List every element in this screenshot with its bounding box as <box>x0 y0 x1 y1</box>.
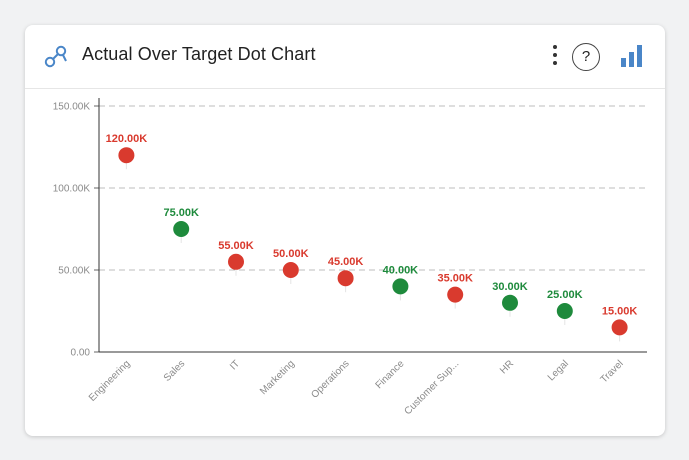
x-tick-label: Operations <box>309 358 351 400</box>
data-label: 50.00K <box>273 248 309 260</box>
data-label: 35.00K <box>437 273 473 285</box>
help-icon[interactable]: ? <box>572 43 600 71</box>
x-tick-label: Finance <box>374 358 407 391</box>
dot-chart-icon <box>44 45 67 68</box>
data-label: 75.00K <box>163 207 199 219</box>
data-point <box>502 294 518 311</box>
x-tick-label: Customer Sup... <box>402 358 461 417</box>
data-point <box>611 319 628 336</box>
data-point <box>556 303 573 319</box>
data-label: 45.00K <box>328 256 364 268</box>
x-tick-label: Sales <box>162 358 187 383</box>
data-point <box>392 278 409 295</box>
bar-chart-icon[interactable] <box>619 43 645 69</box>
data-label: 30.00K <box>492 281 528 293</box>
data-label: 120.00K <box>106 133 148 145</box>
y-tick-label: 150.00K <box>53 102 91 113</box>
x-tick-label: HR <box>498 358 516 376</box>
data-point <box>282 262 299 278</box>
data-point <box>337 270 354 287</box>
chart-title: Actual Over Target Dot Chart <box>82 44 316 64</box>
card-header: Actual Over Target Dot Chart ? <box>25 25 665 89</box>
data-label: 40.00K <box>383 264 419 276</box>
y-tick-label: 100.00K <box>53 184 91 195</box>
x-tick-label: IT <box>228 358 242 372</box>
x-tick-label: Travel <box>599 358 626 385</box>
y-tick-label: 0.00 <box>71 348 91 359</box>
x-tick-label: Marketing <box>258 358 297 397</box>
y-tick-label: 50.00K <box>58 266 90 277</box>
data-label: 15.00K <box>602 305 638 317</box>
data-point <box>118 147 135 164</box>
x-tick-label: Engineering <box>87 358 133 404</box>
data-label: 25.00K <box>547 289 583 301</box>
data-label: 55.00K <box>218 240 254 252</box>
data-point <box>173 221 190 237</box>
dot-chart: 0.00 50.00K 100.00K 150.00K Engineering Sales… <box>53 98 647 417</box>
data-point <box>447 286 464 303</box>
data-point <box>228 253 244 270</box>
x-tick-label: Legal <box>546 358 571 383</box>
chart-card: Actual Over Target Dot Chart ? 0.00 50.00… <box>25 25 665 436</box>
more-vertical-icon[interactable] <box>549 43 561 71</box>
